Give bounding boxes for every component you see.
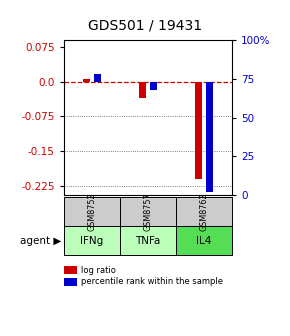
Bar	[64, 197, 120, 226]
Bar	[195, 82, 202, 179]
Bar	[94, 74, 101, 82]
Bar	[139, 82, 146, 98]
Bar	[120, 226, 176, 255]
Text: GSM8752: GSM8752	[87, 192, 96, 230]
Text: IL4: IL4	[196, 236, 212, 246]
Bar	[150, 82, 157, 90]
Bar	[64, 226, 120, 255]
Text: log ratio: log ratio	[81, 266, 116, 275]
Text: GDS501 / 19431: GDS501 / 19431	[88, 18, 202, 33]
Bar	[176, 197, 232, 226]
Text: agent ▶: agent ▶	[19, 236, 61, 246]
Bar	[176, 226, 232, 255]
Text: GSM8762: GSM8762	[200, 192, 209, 230]
Bar	[206, 82, 213, 192]
Text: IFNg: IFNg	[80, 236, 104, 246]
Bar	[120, 197, 176, 226]
Text: TNFa: TNFa	[135, 236, 161, 246]
Bar	[83, 79, 90, 82]
Text: GSM8757: GSM8757	[143, 192, 153, 230]
Text: percentile rank within the sample: percentile rank within the sample	[81, 278, 223, 286]
